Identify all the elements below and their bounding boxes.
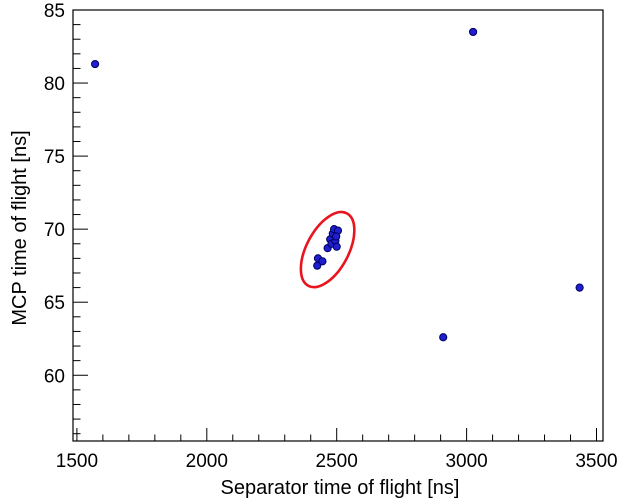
data-point <box>575 283 584 292</box>
data-point <box>332 232 341 241</box>
y-tick-label: 85 <box>44 1 65 22</box>
plot-frame <box>72 9 604 442</box>
x-tick-label: 3500 <box>575 451 617 472</box>
y-tick-label: 60 <box>44 366 65 387</box>
highlight-layer <box>299 210 356 289</box>
data-points <box>90 27 584 342</box>
axis-ticks <box>73 9 598 441</box>
data-point <box>90 59 100 69</box>
y-tick-label: 80 <box>44 74 65 95</box>
data-point <box>318 257 327 266</box>
y-tick-label: 65 <box>44 293 65 314</box>
data-point <box>439 333 448 342</box>
x-axis-title: Separator time of flight [ns] <box>220 477 459 499</box>
y-tick-label: 75 <box>44 147 65 168</box>
x-tick-label: 2000 <box>186 451 228 472</box>
data-point <box>468 27 478 37</box>
tick-labels: 1500 2000 2500 3000 3500 60 65 70 75 80 85 <box>44 1 618 472</box>
highlight-ellipse <box>299 210 356 289</box>
y-tick-label: 70 <box>44 220 65 241</box>
data-point <box>332 242 341 251</box>
x-tick-label: 1500 <box>56 451 98 472</box>
x-tick-label: 2500 <box>316 451 358 472</box>
x-tick-label: 3000 <box>445 451 487 472</box>
y-axis-title: MCP time of flight [ns] <box>9 130 31 325</box>
